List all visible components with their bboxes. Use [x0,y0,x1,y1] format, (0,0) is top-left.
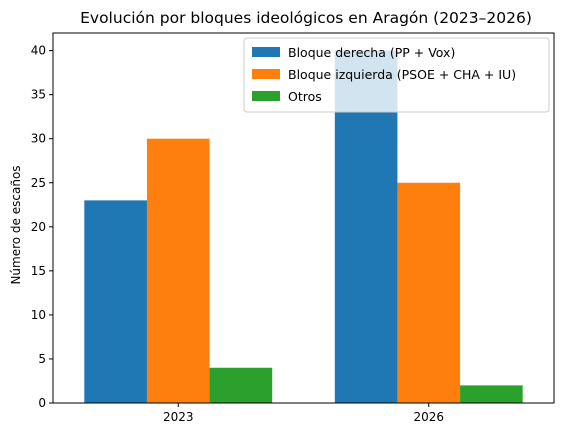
bar-series-2-2026 [460,385,523,403]
y-tick-label: 30 [31,132,46,146]
legend-swatch [252,69,280,79]
y-tick-label: 35 [31,88,46,102]
bar-series-0-2023 [84,200,147,403]
y-tick-label: 10 [31,308,46,322]
y-axis: 0 5 10 15 20 25 30 35 40 [31,44,53,410]
y-tick-label: 20 [31,220,46,234]
legend-swatch [252,47,280,57]
x-axis: 2023 2026 [163,403,444,424]
bar-series-1-2026 [397,182,461,403]
x-tick-label: 2026 [413,410,444,424]
legend: Bloque derecha (PP + Vox) Bloque izquierd… [243,37,550,113]
legend-swatch [252,91,280,101]
y-tick-label: 40 [31,44,46,58]
legend-label: Bloque derecha (PP + Vox) [288,45,455,60]
bar-series-2-2023 [209,367,273,403]
y-tick-label: 15 [31,264,46,278]
bar-series-1-2023 [146,138,210,403]
y-tick-label: 25 [31,176,46,190]
chart-title: Evolución por bloques ideológicos en Ara… [80,9,532,27]
legend-label: Bloque izquierda (PSOE + CHA + IU) [288,67,516,82]
legend-box [243,37,550,113]
legend-label: Otros [288,89,322,104]
y-tick-label: 5 [38,352,46,366]
y-tick-label: 0 [38,396,46,410]
plot-frame [52,32,555,404]
y-axis-label: Número de escaños [9,165,23,284]
x-tick-label: 2023 [163,410,194,424]
